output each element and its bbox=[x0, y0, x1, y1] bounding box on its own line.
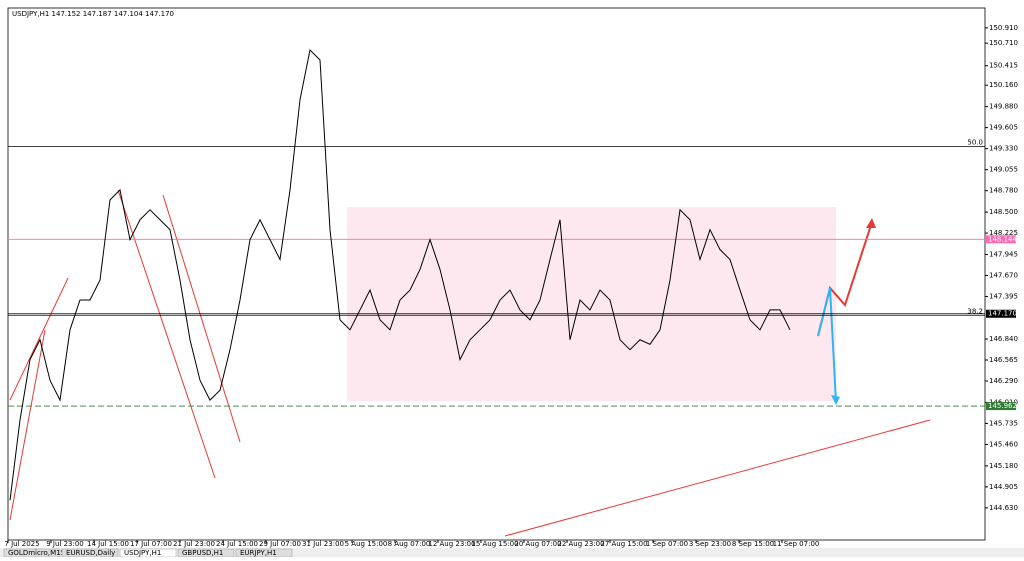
forecast-down-arrow bbox=[817, 287, 837, 403]
channel-line bbox=[9, 277, 69, 401]
price-tag bbox=[986, 235, 1016, 244]
price-tag-label: 145.962 bbox=[988, 402, 1017, 410]
tab-bar bbox=[0, 548, 1024, 557]
y-tick-label: 145.735 bbox=[989, 419, 1018, 427]
price-tag-label: 147.170 bbox=[988, 310, 1017, 318]
x-tick-label: 1 Sep 07:00 bbox=[646, 540, 688, 548]
y-tick-label: 148.780 bbox=[989, 187, 1018, 195]
price-tag bbox=[986, 402, 1016, 411]
chart-tab-label[interactable]: EURJPY,H1 bbox=[240, 549, 277, 557]
y-tick-label: 148.225 bbox=[989, 229, 1018, 237]
channel-line bbox=[162, 194, 241, 443]
trend-line bbox=[504, 419, 931, 537]
y-tick-label: 146.840 bbox=[989, 335, 1018, 343]
y-tick-label: 146.565 bbox=[989, 356, 1018, 364]
y-tick-label: 149.055 bbox=[989, 166, 1018, 174]
x-tick-label: 11 Sep 07:00 bbox=[773, 540, 820, 548]
x-tick-label: 21 Jul 23:00 bbox=[173, 540, 215, 548]
plot-frame bbox=[7, 7, 986, 541]
x-tick-label: 5 Aug 15:00 bbox=[345, 540, 388, 548]
range-box bbox=[347, 207, 836, 401]
y-tick-label: 144.630 bbox=[989, 504, 1018, 512]
arrow-head bbox=[866, 218, 876, 228]
x-tick-label: 14 Jul 15:00 bbox=[87, 540, 129, 548]
y-tick-label: 150.415 bbox=[989, 62, 1018, 70]
price-line bbox=[9, 49, 791, 501]
x-tick-label: 20 Aug 07:00 bbox=[514, 540, 561, 548]
arrow-head bbox=[831, 395, 840, 405]
y-tick-label: 149.330 bbox=[989, 145, 1018, 153]
price-tag-label: 148.144 bbox=[988, 235, 1017, 243]
x-tick-label: 9 Jul 23:00 bbox=[46, 540, 84, 548]
fib-level-label: 38.2 bbox=[967, 307, 983, 315]
y-tick-label: 146.290 bbox=[989, 377, 1018, 385]
y-tick-label: 149.605 bbox=[989, 124, 1018, 132]
x-tick-label: 24 Jul 15:00 bbox=[216, 540, 258, 548]
chart-tab-label[interactable]: USDJPY,H1 bbox=[124, 549, 161, 557]
y-tick-label: 149.880 bbox=[989, 103, 1018, 111]
x-tick-label: 27 Aug 15:00 bbox=[600, 540, 647, 548]
price-tag bbox=[986, 309, 1016, 318]
y-tick-label: 148.500 bbox=[989, 208, 1018, 216]
y-tick-label: 150.710 bbox=[989, 39, 1018, 47]
chart-tab-label[interactable]: GBPUSD,H1 bbox=[182, 549, 223, 557]
x-tick-label: 29 Jul 07:00 bbox=[259, 540, 301, 548]
x-tick-label: 7 Jul 2025 bbox=[4, 540, 39, 548]
x-tick-label: 3 Sep 23:00 bbox=[689, 540, 731, 548]
x-tick-label: 31 Jul 23:00 bbox=[302, 540, 344, 548]
fib-level-label: 50.0 bbox=[967, 138, 983, 146]
y-tick-label: 145.460 bbox=[989, 440, 1018, 448]
x-tick-label: 15 Aug 15:00 bbox=[471, 540, 518, 548]
y-tick-label: 150.160 bbox=[989, 81, 1018, 89]
x-tick-label: 12 Aug 23:00 bbox=[428, 540, 475, 548]
y-tick-label: 147.945 bbox=[989, 251, 1018, 259]
symbol-header: USDJPY,H1 147.152 147.187 147.104 147.17… bbox=[12, 10, 174, 18]
chart-tab-label[interactable]: GOLDmicro,M15 bbox=[8, 549, 65, 557]
y-tick-label: 145.180 bbox=[989, 462, 1018, 470]
channel-line bbox=[117, 189, 216, 479]
x-tick-label: 17 Jul 07:00 bbox=[130, 540, 172, 548]
y-tick-label: 147.395 bbox=[989, 293, 1018, 301]
x-tick-label: 22 Aug 23:00 bbox=[557, 540, 604, 548]
x-tick-label: 8 Sep 15:00 bbox=[732, 540, 774, 548]
y-tick-label: 144.905 bbox=[989, 483, 1018, 491]
chart-tab-label[interactable]: EURUSD,Daily bbox=[66, 549, 115, 557]
y-tick-label: 150.910 bbox=[989, 24, 1018, 32]
y-tick-label: 147.670 bbox=[989, 272, 1018, 280]
channel-line bbox=[9, 329, 46, 521]
x-tick-label: 8 Aug 07:00 bbox=[388, 540, 431, 548]
